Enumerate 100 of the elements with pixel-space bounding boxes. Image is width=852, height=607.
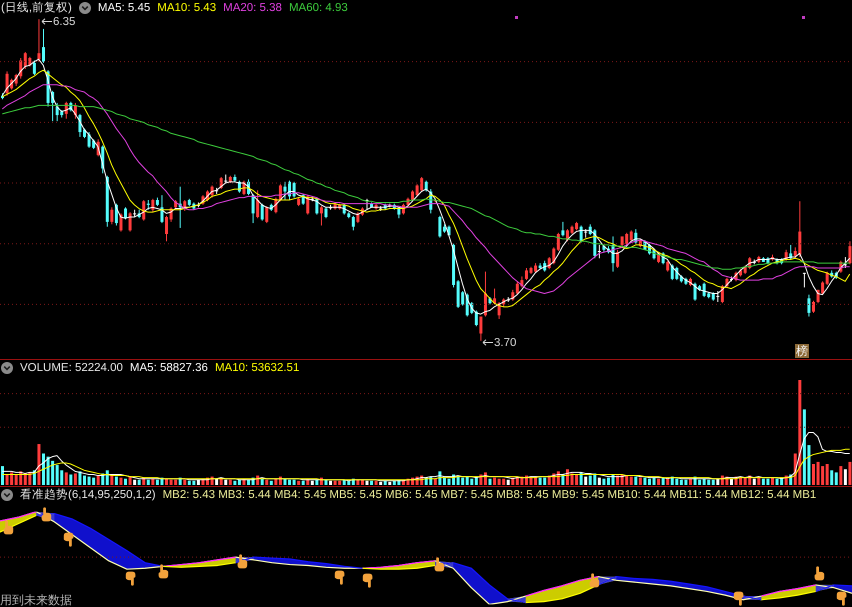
candlestick <box>256 190 260 219</box>
chart-title: (日线,前复权) <box>1 1 72 15</box>
bar <box>124 478 128 485</box>
bar <box>329 480 332 485</box>
bar <box>584 476 588 485</box>
candlestick <box>128 212 132 232</box>
annotation: 6.35 <box>53 15 76 29</box>
bar <box>151 478 154 485</box>
candlestick <box>812 300 815 314</box>
bar <box>270 480 273 485</box>
bar <box>666 478 670 485</box>
bar <box>37 444 40 485</box>
bar <box>265 480 268 485</box>
candlestick <box>56 102 59 122</box>
bar <box>69 474 72 485</box>
candlestick <box>252 193 255 224</box>
bar <box>334 480 337 485</box>
bar <box>634 476 638 485</box>
candlestick <box>716 290 720 302</box>
bar <box>474 478 478 485</box>
bar <box>370 480 374 485</box>
bar <box>374 480 378 485</box>
bar <box>114 476 118 485</box>
bar <box>128 476 132 485</box>
candlestick <box>844 256 847 268</box>
candlestick <box>479 316 482 342</box>
bar <box>1 466 4 485</box>
candlestick <box>110 206 114 225</box>
bar <box>146 480 150 485</box>
candlestick <box>142 200 146 222</box>
bar <box>302 480 305 485</box>
candlestick <box>42 28 46 64</box>
candlestick <box>124 206 128 220</box>
candlestick <box>561 221 564 237</box>
candlestick <box>119 212 122 232</box>
text: MA10: 5.43 <box>157 1 216 15</box>
bar <box>488 478 492 485</box>
candlestick <box>352 215 355 231</box>
bar <box>297 480 300 485</box>
bar <box>192 480 196 485</box>
candlestick <box>324 206 328 219</box>
candlestick <box>807 294 810 318</box>
candlestick <box>32 60 36 76</box>
bar <box>165 478 168 485</box>
bar <box>538 478 542 485</box>
candlestick <box>598 244 601 259</box>
bar <box>839 466 842 485</box>
bar <box>598 478 601 485</box>
bar <box>96 476 100 485</box>
bar <box>798 380 802 485</box>
text: MA60: 4.93 <box>288 1 348 15</box>
bar <box>6 474 9 485</box>
candlestick <box>616 249 620 268</box>
bar <box>776 478 779 485</box>
bar <box>766 478 770 485</box>
candlestick <box>694 282 697 302</box>
candlestick <box>265 206 268 224</box>
candlestick <box>802 272 806 288</box>
text: MA20: 5.38 <box>223 1 282 15</box>
bar <box>684 480 688 485</box>
candlestick <box>666 260 670 272</box>
bar <box>688 478 692 485</box>
bar <box>712 480 715 485</box>
bar <box>64 472 68 485</box>
text: MA5: 58827.36 <box>130 361 208 375</box>
chart-title: VOLUME: 52224.00 <box>20 361 123 375</box>
bar <box>434 478 437 485</box>
bar <box>848 462 852 485</box>
bar <box>588 476 592 485</box>
candlestick <box>798 200 802 258</box>
bar <box>834 472 838 485</box>
bar <box>844 469 847 485</box>
chart-subtitle: MB2: 5.43 MB3: 5.44 MB4: 5.45 MB5: 5.45 MB6: 5.45 MB7: 5.45 MB8: 5.45 MB9: 5.45 MB10: 5.44 MB11: 5.44 MB12: 5.44 MB1 <box>162 488 816 502</box>
bar <box>183 480 186 485</box>
text: MA10: 53632.51 <box>214 361 300 375</box>
bar <box>106 470 109 485</box>
candlestick <box>260 203 264 222</box>
bar <box>215 478 218 485</box>
annotation: 榜 <box>795 344 809 358</box>
bar <box>716 478 720 485</box>
bar <box>138 480 141 485</box>
candlestick <box>320 206 323 226</box>
bar <box>770 478 774 485</box>
bar <box>74 473 77 485</box>
bar <box>662 478 665 485</box>
candlestick <box>848 240 852 265</box>
bar <box>830 470 834 485</box>
bar <box>42 454 46 485</box>
bar <box>224 480 228 485</box>
candlestick <box>146 200 150 210</box>
bar <box>365 480 368 485</box>
candlestick <box>484 271 487 318</box>
bar <box>638 478 642 485</box>
bar <box>260 478 264 485</box>
candlestick <box>37 18 40 62</box>
annotation: 用到未来数据 <box>0 593 72 607</box>
bar <box>228 480 232 485</box>
text: MA5: 5.45 <box>98 1 150 15</box>
bar <box>657 478 660 485</box>
bar <box>593 473 596 485</box>
